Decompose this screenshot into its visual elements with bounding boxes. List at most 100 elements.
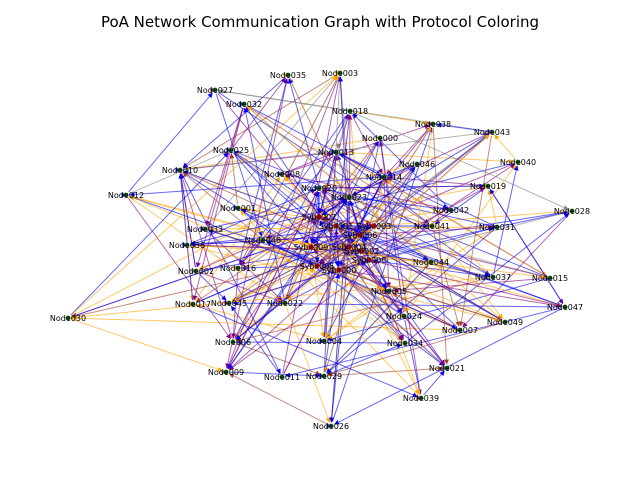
edge-Sybil005-Node047 bbox=[320, 266, 562, 309]
node-sybil009 bbox=[308, 244, 314, 250]
edge-Sybil009-Node022 bbox=[286, 250, 310, 300]
edge-Node013-Node040 bbox=[339, 151, 515, 165]
edge-Node009-Node029 bbox=[229, 371, 321, 379]
edge-Node022-Node026 bbox=[285, 306, 331, 423]
node-label-node009: Node009 bbox=[208, 368, 244, 377]
edge-Node002-Sybil007 bbox=[199, 218, 316, 270]
edge-Node026-Sybil004 bbox=[330, 250, 351, 423]
node-label-node024: Node024 bbox=[386, 312, 422, 321]
edge-Node037-Node040 bbox=[493, 165, 519, 274]
edge-Node047-Node019 bbox=[489, 188, 564, 304]
edge-Node027-Node037 bbox=[218, 91, 491, 276]
node-label-node031: Node031 bbox=[479, 223, 515, 232]
edge-Node020-Node035 bbox=[287, 78, 319, 185]
edge-Node029-Node021 bbox=[327, 366, 444, 377]
edge-Node018-Node014 bbox=[351, 114, 383, 174]
edge-Node002-Sybil004 bbox=[199, 245, 346, 271]
edge-Node018-Node016 bbox=[239, 113, 349, 266]
edge-Node049-Node032 bbox=[246, 106, 503, 320]
node-node033 bbox=[202, 226, 208, 232]
node-node042 bbox=[448, 207, 454, 213]
node-layer: Node000 Node001 Node002 Node003 Node004 Node0… bbox=[50, 69, 590, 431]
edge-Node018-Node028 bbox=[353, 112, 569, 210]
edge-Node046-Sybil004 bbox=[351, 166, 415, 245]
node-label-node030: Node030 bbox=[50, 314, 86, 323]
node-node011 bbox=[279, 374, 285, 380]
node-label-node047: Node047 bbox=[547, 303, 583, 312]
node-label-node003: Node003 bbox=[322, 69, 358, 78]
edge-Node019-Node041 bbox=[434, 187, 486, 225]
edge-Sybil008-Node023 bbox=[349, 200, 369, 257]
node-sybil007 bbox=[316, 214, 322, 220]
node-label-sybil001: Sybil001 bbox=[319, 222, 354, 231]
edge-Node037-Node030 bbox=[71, 276, 490, 320]
node-label-node011: Node011 bbox=[264, 373, 300, 382]
node-node049 bbox=[502, 319, 508, 325]
edge-Sybil005-Node033 bbox=[208, 229, 314, 266]
edge-Node044-Node010 bbox=[183, 170, 428, 262]
node-node005 bbox=[386, 288, 392, 294]
node-label-sybil005: Sybil005 bbox=[300, 262, 335, 271]
edge-Node042-Node009 bbox=[228, 211, 449, 371]
node-label-node035: Node035 bbox=[270, 71, 306, 80]
edge-Node035-Node010 bbox=[182, 77, 286, 168]
edge-Sybil003-Node044 bbox=[377, 227, 429, 261]
edge-Sybil001-Node043 bbox=[339, 133, 490, 225]
node-label-node006: Node006 bbox=[215, 338, 251, 347]
node-label-node005: Node005 bbox=[371, 287, 407, 296]
edge-Node011-Node045 bbox=[230, 305, 281, 375]
edge-Node028-Sybil000 bbox=[342, 211, 569, 271]
edge-Sybil009-Node023 bbox=[313, 199, 347, 245]
edge-Node030-Node003 bbox=[70, 75, 338, 316]
edge-Node046-Node020 bbox=[322, 164, 414, 189]
edge-Node032-Node014 bbox=[247, 105, 381, 176]
node-node017 bbox=[190, 301, 196, 307]
edge-Sybil007-Node008 bbox=[284, 176, 317, 215]
edge-Node030-Node025 bbox=[70, 152, 229, 316]
node-label-sybil006: Sybil006 bbox=[343, 231, 378, 240]
edge-Sybil008-Node001 bbox=[241, 208, 366, 259]
node-label-node023: Node023 bbox=[331, 193, 367, 202]
node-node034 bbox=[402, 340, 408, 346]
node-node048 bbox=[260, 237, 266, 243]
edge-Node040-Node043 bbox=[494, 134, 516, 160]
edge-Node014-Node012 bbox=[129, 176, 381, 197]
node-label-node001: Node001 bbox=[220, 204, 256, 213]
node-label-node038: Node038 bbox=[415, 120, 451, 129]
node-label-node045: Node045 bbox=[211, 299, 247, 308]
edge-Sybil004-Node045 bbox=[232, 248, 346, 302]
node-label-node046: Node046 bbox=[399, 160, 435, 169]
node-node029 bbox=[321, 373, 327, 379]
edge-Node041-Node049 bbox=[434, 228, 503, 320]
node-label-node000: Node000 bbox=[362, 134, 398, 143]
edge-Node044-Node036 bbox=[190, 243, 428, 263]
edge-Sybil008-Node039 bbox=[369, 263, 421, 395]
node-node012 bbox=[123, 192, 129, 198]
edge-Sybil005-Node028 bbox=[320, 210, 569, 266]
edge-Node018-Node038 bbox=[353, 111, 430, 126]
node-node045 bbox=[226, 300, 232, 306]
edge-Node013-Sybil009 bbox=[310, 155, 336, 244]
edge-Node032-Node033 bbox=[205, 107, 244, 226]
edge-Sybil006-Node036 bbox=[190, 234, 357, 248]
edge-Node034-Node048 bbox=[265, 241, 403, 342]
node-label-node019: Node019 bbox=[470, 182, 506, 191]
edge-Node012-Node025 bbox=[129, 151, 228, 194]
node-sybil000 bbox=[336, 267, 342, 273]
edge-Node015-Node004 bbox=[327, 278, 547, 342]
node-node040 bbox=[515, 159, 521, 165]
edge-Node049-Sybil006 bbox=[363, 236, 502, 321]
node-node016 bbox=[235, 265, 241, 271]
node-label-sybil004: Sybil004 bbox=[332, 243, 367, 252]
node-label-sybil008: Sybil008 bbox=[352, 256, 387, 265]
node-node022 bbox=[282, 300, 288, 306]
edge-Node035-Node009 bbox=[225, 78, 288, 369]
edge-Sybil000-Sybil007 bbox=[319, 220, 339, 267]
edge-Node014-Sybil008 bbox=[368, 180, 384, 257]
edge-Sybil009-Node009 bbox=[227, 250, 310, 370]
node-sybil004 bbox=[346, 244, 352, 250]
edge-Sybil000-Node048 bbox=[266, 240, 336, 269]
edge-Node008-Node038 bbox=[285, 124, 430, 174]
node-node021 bbox=[444, 365, 450, 371]
node-node006 bbox=[230, 339, 236, 345]
